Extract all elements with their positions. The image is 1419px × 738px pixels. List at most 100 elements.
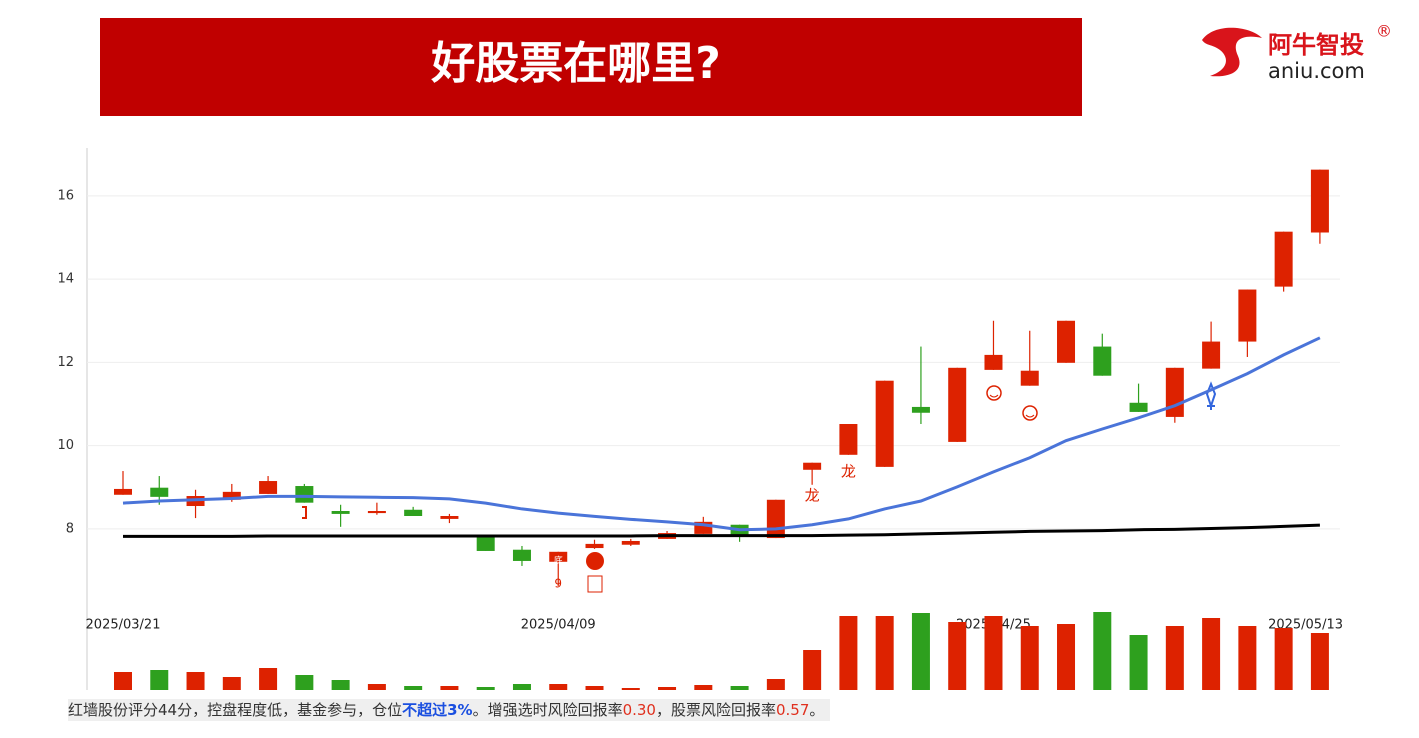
volume-bar: [1238, 626, 1257, 690]
candle-body: [1165, 367, 1184, 417]
volume-bar: [621, 688, 640, 690]
logo-en: aniu.com: [1268, 59, 1365, 83]
volume-bar: [658, 687, 677, 690]
candle-body: [839, 424, 858, 455]
smile-icon: [989, 394, 999, 398]
signal-icon: [302, 506, 307, 519]
volume-bar: [730, 686, 749, 690]
title: 好股票在哪里?: [430, 38, 721, 89]
footer-value: 0.57: [776, 701, 810, 719]
volume-bar: [766, 679, 785, 690]
volume-bar: [114, 672, 132, 690]
title-banner: [100, 18, 1082, 116]
volume-bar: [875, 616, 894, 690]
y-tick-label: 8: [66, 521, 74, 536]
candle-body: [984, 354, 1003, 370]
volume-bar: [404, 686, 423, 690]
volume-bar: [222, 677, 241, 690]
candle-body: [1057, 320, 1076, 363]
candle-body: [222, 491, 241, 500]
volume-bar: [440, 686, 459, 690]
candle-body: [549, 551, 568, 562]
volume-bar: [331, 680, 350, 690]
candle-body: [440, 516, 459, 519]
footer-text: 。增强选时风险回报率: [472, 701, 623, 719]
candle-body: [1238, 289, 1257, 342]
volume-bar: [1165, 626, 1184, 690]
footer-text: 红墙股份评分44分，控盘程度低，基金参与，仓位: [68, 701, 403, 719]
annotation: 底: [554, 555, 563, 567]
volume-bar: [549, 684, 568, 690]
volume-bar: [259, 668, 278, 690]
volume-bar: [1093, 612, 1112, 690]
smile-icon: [1025, 414, 1035, 418]
candle-body: [803, 462, 822, 470]
candle-body: [476, 536, 495, 551]
smile-icon: [986, 385, 1002, 401]
candle-body: [1020, 370, 1039, 386]
volume-bar: [984, 616, 1003, 690]
annotation: 龙: [841, 463, 856, 481]
candle-body: [367, 511, 386, 514]
candle-body: [512, 549, 531, 561]
footer-text: 。: [809, 701, 825, 719]
candle-body: [1129, 402, 1148, 412]
y-tick-label: 14: [57, 272, 74, 287]
y-tick-label: 12: [57, 355, 74, 370]
footer-value: 0.30: [622, 701, 656, 719]
candle-body: [404, 509, 423, 516]
x-tick-label: 2025/03/21: [86, 618, 161, 633]
candle-body: [114, 488, 132, 495]
candle-body: [259, 481, 278, 494]
volume-bar: [1020, 626, 1039, 690]
candle-body: [766, 499, 785, 539]
volume-bar: [295, 675, 314, 690]
candle-body: [1093, 346, 1112, 376]
footer-text: ，股票风险回报率: [655, 701, 776, 719]
footer: 红墙股份评分44分，控盘程度低，基金参与，仓位不超过3%。增强选时风险回报率0.…: [68, 699, 831, 721]
candle-body: [1274, 231, 1293, 287]
volume-bar: [803, 650, 822, 690]
volume-bar: [512, 684, 531, 690]
volume-bar: [1310, 633, 1329, 690]
candle-body: [295, 486, 314, 503]
volume-bar: [585, 686, 604, 690]
volume-bar: [1057, 624, 1076, 690]
annotation: 9: [554, 577, 562, 591]
ma-line: [123, 523, 1320, 538]
volume-bar: [1129, 635, 1148, 690]
candle-body: [948, 367, 967, 442]
y-tick-label: 10: [57, 438, 74, 453]
volume-bar: [694, 685, 713, 690]
volume-bar: [839, 616, 858, 690]
candle-body: [1202, 341, 1221, 369]
y-tick-label: 16: [57, 188, 74, 203]
candle-body: [1310, 169, 1329, 233]
logo-mark: ®: [1376, 22, 1392, 41]
logo-icon: [1202, 27, 1262, 77]
candle-body: [875, 380, 894, 467]
volume-bar: [150, 670, 169, 690]
volume-bar: [1202, 618, 1221, 690]
volume-bar: [186, 672, 205, 690]
candle-body: [150, 487, 169, 497]
volume-bar: [948, 622, 967, 690]
volume-bar: [476, 687, 495, 690]
volume-bar: [911, 613, 930, 690]
count-box: [587, 575, 603, 593]
candle-body: [331, 511, 350, 514]
candle-body: [911, 406, 930, 413]
candle-body: [621, 540, 640, 545]
x-tick-label: 2025/04/09: [521, 618, 596, 633]
bottom-icon: [586, 552, 604, 570]
smile-icon: [1022, 405, 1038, 421]
chart: 好股票在哪里? 阿牛智投 ® aniu.com 8 10 12 14 16 2025/03…: [57, 18, 1392, 690]
annotation: 龙: [805, 487, 820, 505]
candle-body: [585, 543, 604, 549]
volume-bar: [1274, 628, 1293, 690]
logo-cn: 阿牛智投: [1268, 31, 1364, 59]
footer-highlight: 不超过3%: [402, 701, 473, 719]
volume-bar: [367, 684, 386, 690]
ma-line: [122, 336, 1321, 532]
